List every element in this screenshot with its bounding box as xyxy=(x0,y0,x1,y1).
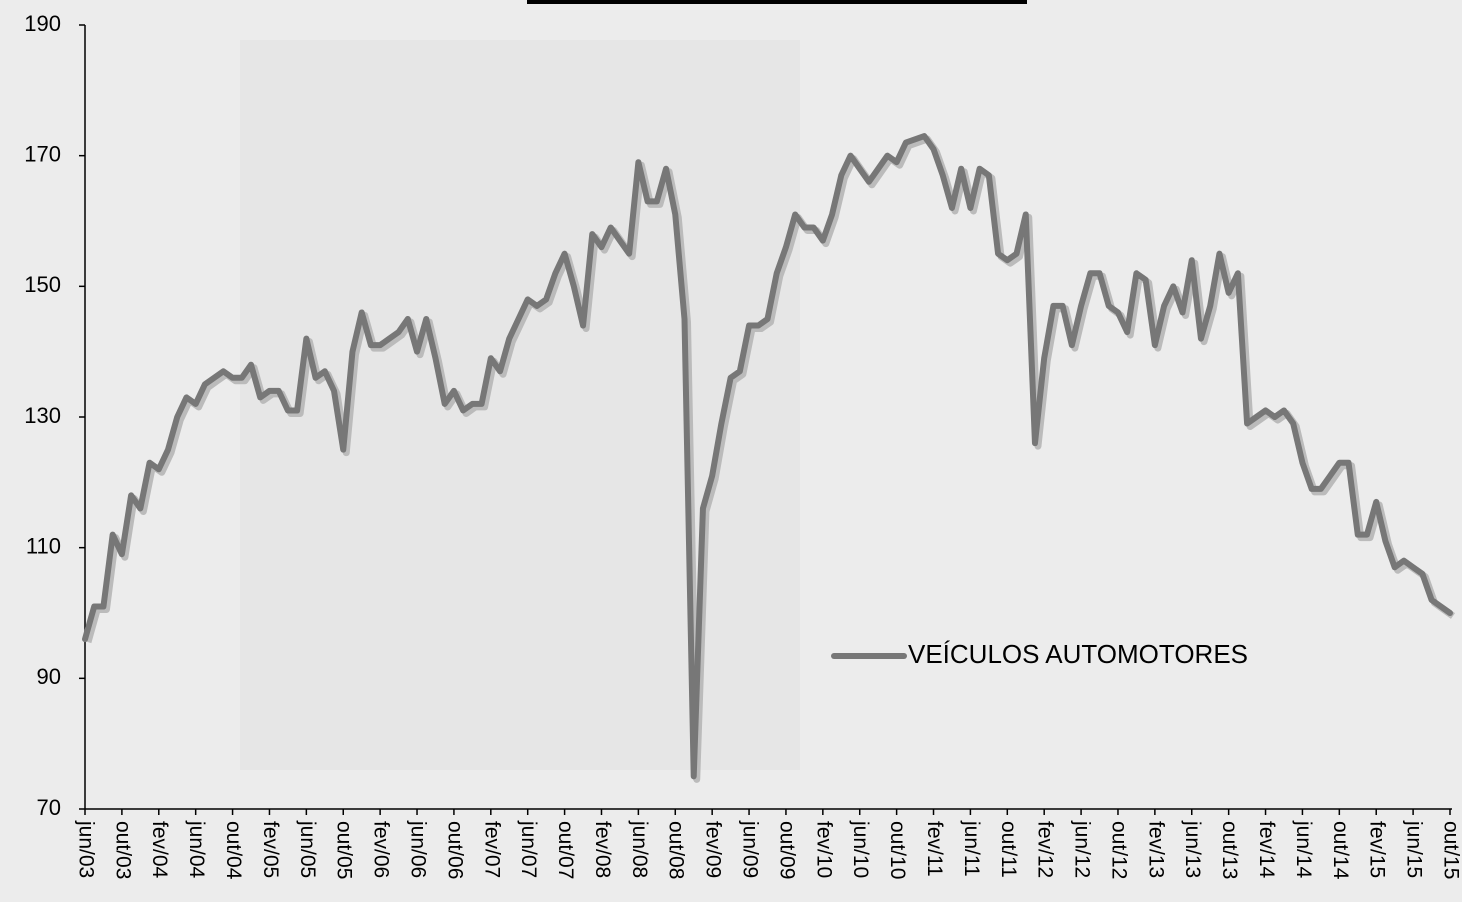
x-tick-label: jun/03 xyxy=(74,820,97,878)
x-tick-label: out/09 xyxy=(775,821,798,879)
x-tick-label: jun/10 xyxy=(849,820,872,878)
x-tick-label: fev/09 xyxy=(702,821,725,878)
x-tick-label: fev/05 xyxy=(259,821,282,878)
x-tick-label: jun/15 xyxy=(1403,820,1426,878)
y-tick-label: 90 xyxy=(37,664,61,689)
x-tick-label: jun/05 xyxy=(296,820,319,878)
x-tick-label: fev/14 xyxy=(1255,821,1278,879)
y-tick-label: 70 xyxy=(37,795,61,820)
line xyxy=(82,133,1453,780)
x-tick-label: out/15 xyxy=(1439,821,1462,879)
x-tick-label: fev/04 xyxy=(148,821,171,879)
x-tick-label: fev/13 xyxy=(1144,821,1167,878)
x-tick-label: jun/06 xyxy=(406,820,429,878)
x-tick-label: fev/08 xyxy=(591,821,614,878)
x-tick-label: jun/12 xyxy=(1071,820,1094,878)
x-tick-label: out/12 xyxy=(1107,821,1130,879)
y-tick-label: 190 xyxy=(24,11,61,36)
title-bar xyxy=(527,0,1027,4)
x-tick-label: fev/07 xyxy=(480,821,503,878)
x-tick-label: out/03 xyxy=(111,821,134,879)
x-tick-label: fev/10 xyxy=(812,821,835,878)
x-tick-label: out/06 xyxy=(443,821,466,879)
x-tick-label: out/08 xyxy=(665,821,688,879)
y-tick-label: 110 xyxy=(26,533,61,558)
x-tick-label: out/07 xyxy=(554,821,577,879)
x-tick-label: out/13 xyxy=(1218,821,1241,879)
x-tick-label: jun/08 xyxy=(628,820,651,878)
y-tick-label: 170 xyxy=(24,141,61,166)
legend-label: VEÍCULOS AUTOMOTORES xyxy=(908,639,1248,669)
x-tick-label: fev/12 xyxy=(1034,821,1057,878)
x-tick-label: jun/09 xyxy=(739,820,762,878)
x-tick-label: fev/11 xyxy=(923,821,946,877)
x-tick-label: fev/06 xyxy=(370,821,393,878)
x-tick-label: jun/13 xyxy=(1181,820,1204,878)
x-tick-label: out/11 xyxy=(997,821,1020,878)
x-tick-label: jun/04 xyxy=(185,820,208,879)
background-texture xyxy=(240,40,800,770)
y-tick-label: 130 xyxy=(24,403,61,428)
x-tick-label: out/14 xyxy=(1329,821,1352,880)
x-tick-label: jun/14 xyxy=(1292,820,1315,879)
x-tick-label: out/05 xyxy=(333,821,356,879)
x-tick-label: fev/15 xyxy=(1366,821,1389,878)
x-tick-label: jun/07 xyxy=(517,820,540,878)
x-tick-label: out/10 xyxy=(886,821,909,879)
x-tick-label: out/04 xyxy=(222,821,245,880)
y-tick-label: 150 xyxy=(24,272,61,297)
x-tick-label: jun/11 xyxy=(960,820,983,877)
